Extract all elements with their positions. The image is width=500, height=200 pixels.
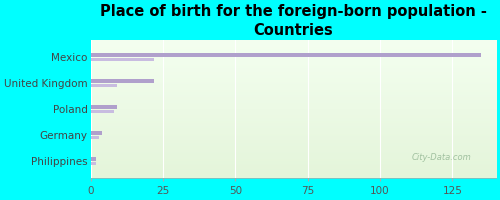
Text: City-Data.com: City-Data.com: [412, 153, 472, 162]
Bar: [90, 79, 154, 83]
Bar: [90, 110, 114, 113]
Bar: [90, 84, 117, 87]
Bar: [90, 157, 96, 161]
Bar: [90, 58, 154, 61]
Bar: [90, 131, 102, 135]
Title: Place of birth for the foreign-born population -
Countries: Place of birth for the foreign-born popu…: [100, 4, 486, 38]
Bar: [90, 53, 482, 57]
Bar: [90, 136, 100, 139]
Bar: [90, 105, 117, 109]
Bar: [90, 162, 96, 165]
